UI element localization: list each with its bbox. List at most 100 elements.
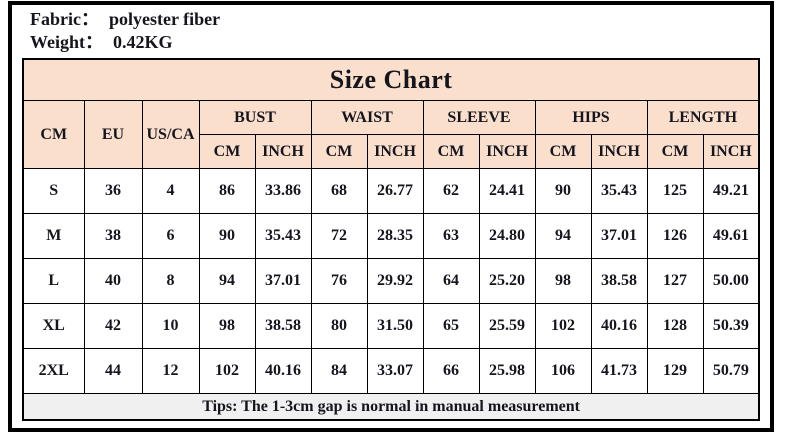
measurement-cell: 68 — [310, 168, 368, 214]
unit-header-row: CM INCH CM INCH CM INCH CM INCH CM INCH — [23, 134, 760, 169]
tips-row: Tips: The 1-3cm gap is normal in manual … — [22, 393, 760, 421]
size-label-cell: 2XL — [22, 348, 85, 394]
header-bust: BUST — [198, 100, 312, 135]
measurement-cell: 84 — [310, 348, 368, 394]
measurement-cell: 65 — [422, 303, 480, 349]
unit-header-inch: INCH — [590, 134, 648, 169]
measurement-cell: 49.21 — [702, 168, 760, 214]
fabric-line: Fabric： polyester fiber — [30, 8, 770, 31]
measurement-cell: 35.43 — [254, 213, 312, 259]
header-sleeve: SLEEVE — [422, 100, 536, 135]
outer-frame: Fabric： polyester fiber Weight： 0.42KG Siz… — [8, 1, 774, 432]
weight-label: Weight： — [30, 32, 104, 52]
fabric-label: Fabric： — [30, 9, 99, 29]
header-eu: EU — [83, 100, 143, 169]
size-label-cell: M — [22, 213, 85, 259]
size-row: XL 42 10 98 38.58 80 31.50 65 25.59 102 40.16 128 50… — [22, 303, 760, 349]
measurement-cell: 64 — [422, 258, 480, 304]
measurement-cell: 25.20 — [478, 258, 536, 304]
measurement-cell: 128 — [646, 303, 704, 349]
unit-header-inch: INCH — [702, 134, 760, 169]
tips-cell: Tips: The 1-3cm gap is normal in manual … — [22, 393, 760, 421]
measurement-cell: 126 — [646, 213, 704, 259]
measurement-cell: 102 — [534, 303, 592, 349]
measurement-cell: 40.16 — [254, 348, 312, 394]
measurement-cell: 42 — [83, 303, 143, 349]
measurement-cell: 28.35 — [366, 213, 424, 259]
measurement-cell: 38.58 — [254, 303, 312, 349]
measurement-cell: 37.01 — [590, 213, 648, 259]
measurement-cell: 76 — [310, 258, 368, 304]
measurement-cell: 8 — [141, 258, 200, 304]
header-hips: HIPS — [534, 100, 648, 135]
measurement-cell: 129 — [646, 348, 704, 394]
header-length: LENGTH — [646, 100, 760, 135]
measurement-cell: 12 — [141, 348, 200, 394]
measurement-cell: 66 — [422, 348, 480, 394]
measurement-cell: 86 — [198, 168, 256, 214]
unit-header-inch: INCH — [254, 134, 312, 169]
unit-header-cm: CM — [534, 134, 592, 169]
measurement-cell: 4 — [141, 168, 200, 214]
group-header-row: CM EU US/CA BUST WAIST SLEEVE HIPS LENGT… — [22, 100, 760, 169]
size-label-cell: L — [22, 258, 85, 304]
measurement-cell: 25.59 — [478, 303, 536, 349]
size-table: Size Chart CM EU US/CA BUST WAIST SLEEVE… — [22, 58, 761, 421]
measurement-cell: 35.43 — [590, 168, 648, 214]
size-row: M 38 6 90 35.43 72 28.35 63 24.80 94 37.01 126 49.61 — [22, 213, 760, 259]
measurement-cell: 94 — [198, 258, 256, 304]
header-cm: CM — [22, 100, 85, 169]
size-label-cell: S — [22, 168, 85, 214]
unit-header-cm: CM — [198, 134, 256, 169]
weight-line: Weight： 0.42KG — [30, 31, 770, 54]
measurement-cell: 31.50 — [366, 303, 424, 349]
measurement-cell: 72 — [310, 213, 368, 259]
size-table-title: Size Chart — [22, 58, 760, 101]
measurement-cell: 80 — [310, 303, 368, 349]
measurement-cell: 50.79 — [702, 348, 760, 394]
measurement-cell: 98 — [198, 303, 256, 349]
measurement-cell: 40.16 — [590, 303, 648, 349]
header-us-ca: US/CA — [141, 100, 200, 169]
measurement-cell: 25.98 — [478, 348, 536, 394]
measurement-cell: 102 — [198, 348, 256, 394]
measurement-cell: 125 — [646, 168, 704, 214]
measurement-cell: 40 — [83, 258, 143, 304]
measurement-cell: 98 — [534, 258, 592, 304]
title-row: Size Chart — [22, 58, 760, 101]
measurement-cell: 6 — [141, 213, 200, 259]
size-table-body: S 36 4 86 33.86 68 26.77 62 24.41 90 35.43 125 49.21… — [22, 168, 760, 394]
measurement-cell: 38 — [83, 213, 143, 259]
measurement-cell: 36 — [83, 168, 143, 214]
measurement-cell: 94 — [534, 213, 592, 259]
measurement-cell: 50.00 — [702, 258, 760, 304]
measurement-cell: 44 — [83, 348, 143, 394]
measurement-cell: 62 — [422, 168, 480, 214]
product-meta: Fabric： polyester fiber Weight： 0.42KG — [12, 5, 770, 54]
measurement-cell: 127 — [646, 258, 704, 304]
measurement-cell: 24.80 — [478, 213, 536, 259]
size-row: 2XL 44 12 102 40.16 84 33.07 66 25.98 106 41.73 129… — [22, 348, 760, 394]
measurement-cell: 50.39 — [702, 303, 760, 349]
size-row: S 36 4 86 33.86 68 26.77 62 24.41 90 35.43 125 49.21 — [22, 168, 760, 214]
fabric-value: polyester fiber — [109, 9, 221, 29]
weight-value: 0.42KG — [113, 32, 173, 52]
unit-header-inch: INCH — [366, 134, 424, 169]
measurement-cell: 63 — [422, 213, 480, 259]
measurement-cell: 49.61 — [702, 213, 760, 259]
measurement-cell: 106 — [534, 348, 592, 394]
size-row: L 40 8 94 37.01 76 29.92 64 25.20 98 38.58 127 50.00 — [22, 258, 760, 304]
unit-header-cm: CM — [310, 134, 368, 169]
measurement-cell: 33.07 — [366, 348, 424, 394]
unit-header-cm: CM — [646, 134, 704, 169]
measurement-cell: 33.86 — [254, 168, 312, 214]
measurement-cell: 38.58 — [590, 258, 648, 304]
header-waist: WAIST — [310, 100, 424, 135]
measurement-cell: 10 — [141, 303, 200, 349]
measurement-cell: 26.77 — [366, 168, 424, 214]
measurement-cell: 29.92 — [366, 258, 424, 304]
unit-header-inch: INCH — [478, 134, 536, 169]
measurement-cell: 90 — [198, 213, 256, 259]
size-label-cell: XL — [22, 303, 85, 349]
